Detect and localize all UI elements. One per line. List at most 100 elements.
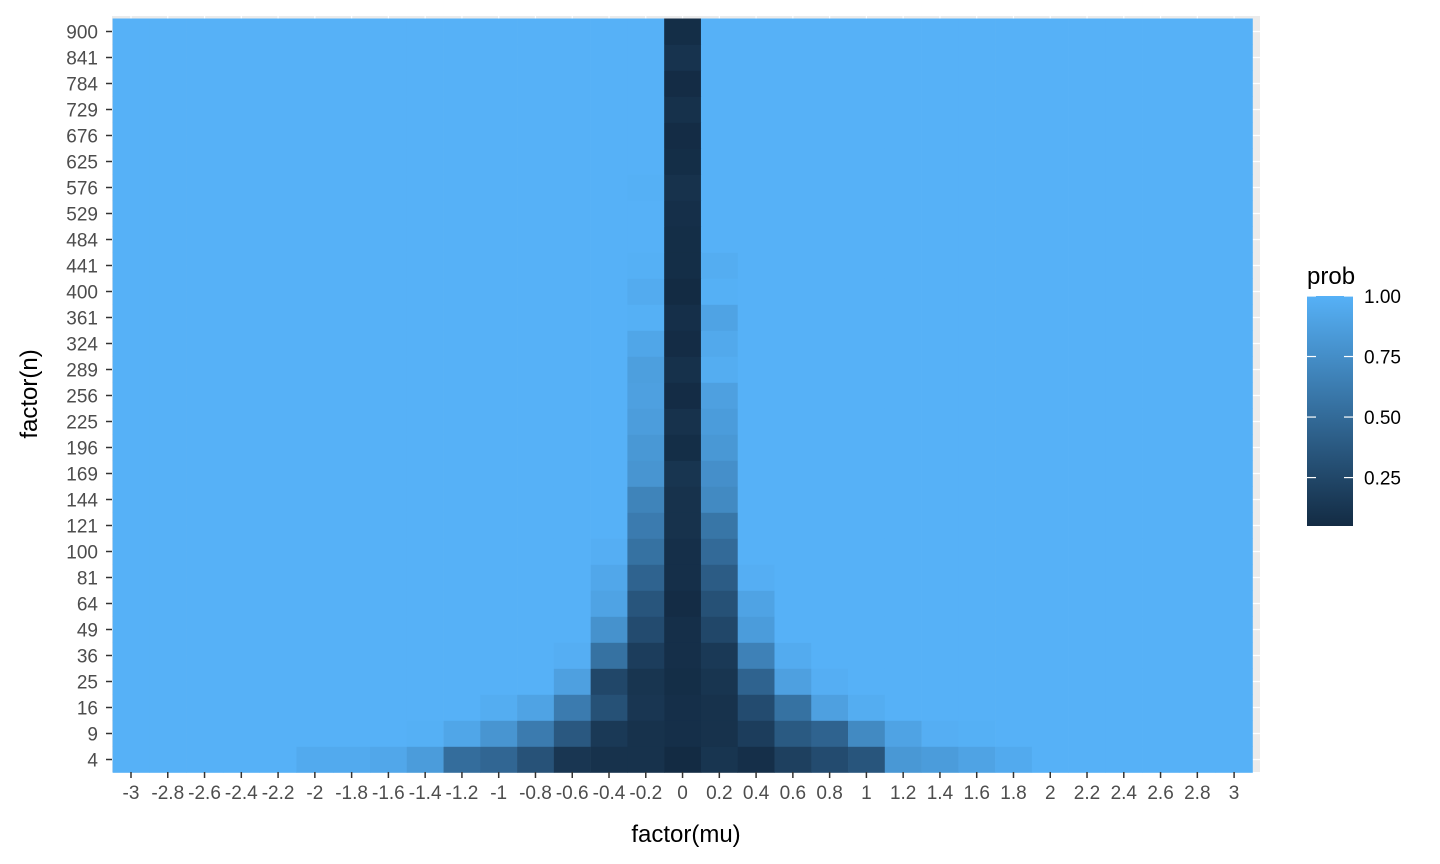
- heatmap-cell: [627, 382, 665, 409]
- heatmap-cell: [553, 18, 591, 45]
- heatmap-cell: [259, 590, 297, 617]
- heatmap-cell: [848, 278, 886, 305]
- heatmap-cell: [443, 694, 481, 721]
- heatmap-cell: [1068, 200, 1106, 227]
- heatmap-cell: [590, 18, 628, 45]
- heatmap-cell: [774, 148, 812, 175]
- heatmap-cell: [884, 200, 922, 227]
- heatmap-cell: [848, 564, 886, 591]
- heatmap-cell: [553, 408, 591, 435]
- heatmap-cell: [737, 538, 775, 565]
- heatmap-cell: [1215, 174, 1253, 201]
- heatmap-cell: [1031, 694, 1069, 721]
- heatmap-cell: [774, 512, 812, 539]
- heatmap-cell: [590, 382, 628, 409]
- heatmap-cell: [700, 382, 739, 409]
- x-tick-label: 2.6: [1147, 783, 1173, 804]
- heatmap-cell: [1215, 330, 1253, 357]
- heatmap-cell: [995, 330, 1033, 357]
- heatmap-cell: [921, 330, 959, 357]
- heatmap-cell: [958, 18, 996, 45]
- heatmap-cell: [333, 330, 371, 357]
- heatmap-cell: [811, 564, 849, 591]
- heatmap-cell: [664, 642, 702, 669]
- heatmap-cell: [848, 642, 886, 669]
- heatmap-cell: [1178, 512, 1217, 539]
- heatmap-cell: [480, 330, 518, 357]
- heatmap-cell: [553, 122, 591, 149]
- heatmap-cell: [480, 512, 518, 539]
- heatmap-cell: [921, 616, 959, 643]
- heatmap-cell: [1031, 616, 1069, 643]
- heatmap-cell: [370, 746, 408, 773]
- heatmap-cell: [186, 642, 224, 669]
- heatmap-cell: [222, 174, 260, 201]
- heatmap-cell: [1142, 304, 1180, 331]
- heatmap-cell: [370, 278, 408, 305]
- heatmap-cell: [811, 720, 849, 747]
- x-axis-title: factor(mu): [631, 821, 740, 848]
- x-tick-label: 1.2: [890, 783, 916, 804]
- heatmap-cell: [590, 564, 628, 591]
- heatmap-cell: [259, 564, 297, 591]
- heatmap-cell: [112, 148, 150, 175]
- heatmap-cell: [333, 226, 371, 253]
- heatmap-cell: [1105, 460, 1143, 487]
- heatmap-cell: [222, 642, 260, 669]
- heatmap-cell: [480, 96, 518, 123]
- heatmap-cell: [112, 512, 150, 539]
- y-tick-label: 36: [77, 647, 98, 668]
- heatmap-cell: [1178, 96, 1217, 123]
- heatmap-cell: [553, 486, 591, 513]
- heatmap-cell: [259, 668, 297, 695]
- heatmap-cell: [737, 590, 775, 617]
- heatmap-cell: [149, 746, 187, 773]
- heatmap-cell: [958, 694, 996, 721]
- heatmap-cell: [958, 590, 996, 617]
- heatmap-cell: [664, 226, 702, 253]
- y-tick-label: 625: [66, 153, 98, 174]
- heatmap-cell: [1142, 278, 1180, 305]
- y-tick-label: 729: [66, 101, 98, 122]
- heatmap-cell: [811, 642, 849, 669]
- heatmap-cell: [553, 434, 591, 461]
- heatmap-cell: [1178, 356, 1217, 383]
- heatmap-cell: [848, 746, 886, 773]
- heatmap-cell: [590, 746, 628, 773]
- heatmap-cell: [664, 590, 702, 617]
- heatmap-cell: [884, 18, 922, 45]
- heatmap-cell: [627, 148, 665, 175]
- heatmap-cell: [333, 356, 371, 383]
- heatmap-cell: [1142, 96, 1180, 123]
- heatmap-cell: [112, 200, 150, 227]
- heatmap-cell: [1178, 148, 1217, 175]
- heatmap-cell: [1068, 44, 1106, 71]
- heatmap-cell: [1178, 70, 1217, 97]
- heatmap-cell: [737, 382, 775, 409]
- heatmap-cell: [995, 434, 1033, 461]
- heatmap-cell: [296, 96, 334, 123]
- x-tick-label: -1: [490, 783, 507, 804]
- y-tick-label: 25: [77, 673, 98, 694]
- heatmap-cell: [774, 44, 812, 71]
- heatmap-cell: [774, 18, 812, 45]
- heatmap-cell: [517, 226, 555, 253]
- heatmap-cell: [811, 356, 849, 383]
- heatmap-cell: [737, 694, 775, 721]
- y-tick-label: 484: [66, 231, 98, 252]
- heatmap-cell: [296, 200, 334, 227]
- heatmap-cell: [186, 200, 224, 227]
- heatmap-cell: [1178, 642, 1217, 669]
- heatmap-cell: [1105, 668, 1143, 695]
- heatmap-cell: [406, 434, 444, 461]
- heatmap-cell: [517, 330, 555, 357]
- heatmap-cell: [774, 694, 812, 721]
- heatmap-cell: [995, 174, 1033, 201]
- heatmap-cell: [995, 96, 1033, 123]
- heatmap-cell: [149, 96, 187, 123]
- heatmap-cell: [1105, 200, 1143, 227]
- heatmap-cell: [112, 590, 150, 617]
- heatmap-cell: [186, 252, 224, 279]
- heatmap-cell: [1215, 720, 1253, 747]
- heatmap-cell: [590, 720, 628, 747]
